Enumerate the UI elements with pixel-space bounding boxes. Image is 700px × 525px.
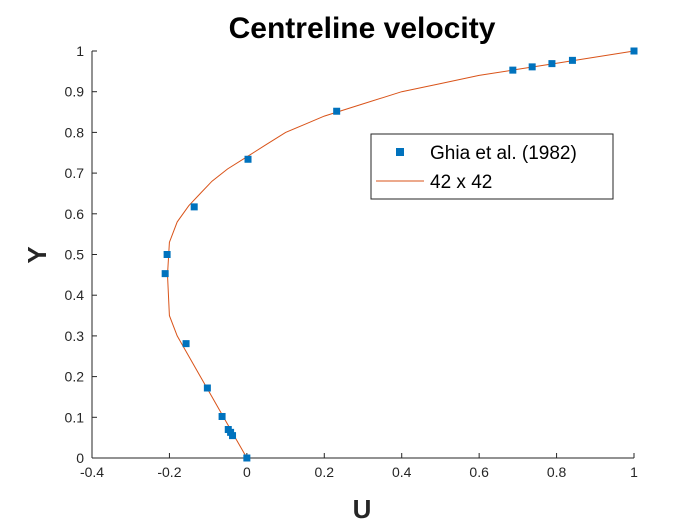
data-point [243, 454, 251, 462]
data-point [161, 270, 169, 278]
y-tick-label: 0.3 [65, 328, 85, 344]
data-point [182, 340, 190, 348]
series-marker-group [161, 47, 638, 462]
y-axis-label: Y [22, 246, 52, 263]
data-point [190, 203, 198, 211]
y-tick-label: 0 [76, 450, 84, 466]
x-tick-label: 0 [243, 464, 251, 480]
data-point [630, 47, 638, 55]
axes: -0.4 -0.2 0 0.2 0.4 0.6 0.8 1 0 0.1 0.2 0.3 0.4 0.5 0.… [65, 43, 639, 480]
x-tick-label: 0.4 [392, 464, 412, 480]
legend-marker-swatch [396, 148, 404, 156]
legend-label: 42 x 42 [430, 172, 492, 193]
x-tick-label: 0.8 [547, 464, 567, 480]
y-tick-label: 0.6 [65, 206, 85, 222]
y-tick-label: 0.7 [65, 165, 85, 181]
data-point [163, 251, 171, 258]
x-tick-label: -0.4 [80, 464, 104, 480]
legend-box [370, 133, 614, 200]
y-tick-label: 0.1 [65, 409, 85, 425]
series-line-group [166, 50, 635, 459]
legend: Ghia et al. (1982) 42 x 42 [370, 133, 614, 200]
data-point [509, 66, 517, 74]
y-tick-label: 0.4 [65, 287, 85, 303]
data-point [528, 63, 536, 71]
x-tick-label: 0.6 [469, 464, 489, 480]
x-tick-label: 0.2 [315, 464, 335, 480]
y-tick-label: 0.5 [65, 247, 85, 263]
data-point [244, 155, 252, 163]
y-tick-label: 0.2 [65, 369, 85, 385]
data-point [224, 426, 232, 434]
y-tick-label: 0.9 [65, 84, 85, 100]
x-tick-label: 1 [630, 464, 638, 480]
data-point [218, 412, 226, 420]
data-point [548, 60, 556, 68]
data-point [568, 56, 576, 64]
data-point [203, 384, 211, 392]
y-tick-label: 1 [76, 43, 84, 59]
chart-title: Centreline velocity [229, 12, 496, 45]
data-point [333, 107, 341, 115]
x-tick-label: -0.2 [157, 464, 181, 480]
x-axis-label: U [353, 494, 372, 524]
y-tick-label: 0.8 [65, 124, 85, 140]
legend-label: Ghia et al. (1982) [430, 143, 577, 164]
series-line [166, 50, 635, 459]
